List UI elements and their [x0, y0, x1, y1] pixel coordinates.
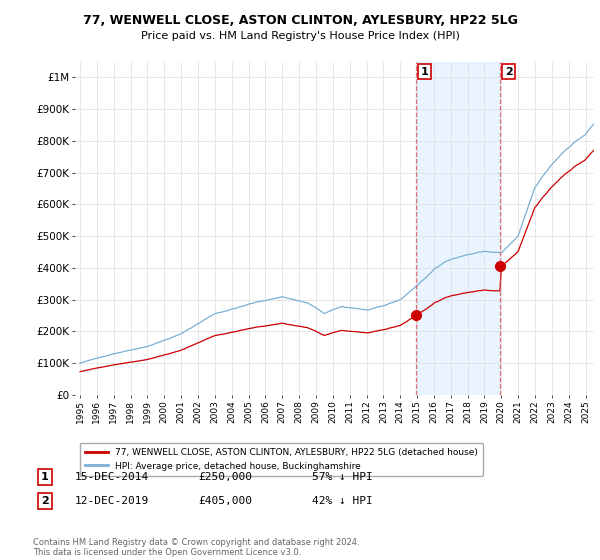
Text: 77, WENWELL CLOSE, ASTON CLINTON, AYLESBURY, HP22 5LG: 77, WENWELL CLOSE, ASTON CLINTON, AYLESB…	[83, 14, 517, 27]
Text: 12-DEC-2019: 12-DEC-2019	[75, 496, 149, 506]
Legend: 77, WENWELL CLOSE, ASTON CLINTON, AYLESBURY, HP22 5LG (detached house), HPI: Ave: 77, WENWELL CLOSE, ASTON CLINTON, AYLESB…	[80, 442, 483, 476]
Text: 42% ↓ HPI: 42% ↓ HPI	[312, 496, 373, 506]
Text: 1: 1	[421, 67, 428, 77]
Text: 2: 2	[41, 496, 49, 506]
Text: Price paid vs. HM Land Registry's House Price Index (HPI): Price paid vs. HM Land Registry's House …	[140, 31, 460, 41]
Text: £250,000: £250,000	[198, 472, 252, 482]
Text: 2: 2	[505, 67, 512, 77]
Bar	[416, 62, 500, 395]
Text: Contains HM Land Registry data © Crown copyright and database right 2024.
This d: Contains HM Land Registry data © Crown c…	[33, 538, 359, 557]
Text: 15-DEC-2014: 15-DEC-2014	[75, 472, 149, 482]
Text: 1: 1	[41, 472, 49, 482]
Text: £405,000: £405,000	[198, 496, 252, 506]
Text: 57% ↓ HPI: 57% ↓ HPI	[312, 472, 373, 482]
